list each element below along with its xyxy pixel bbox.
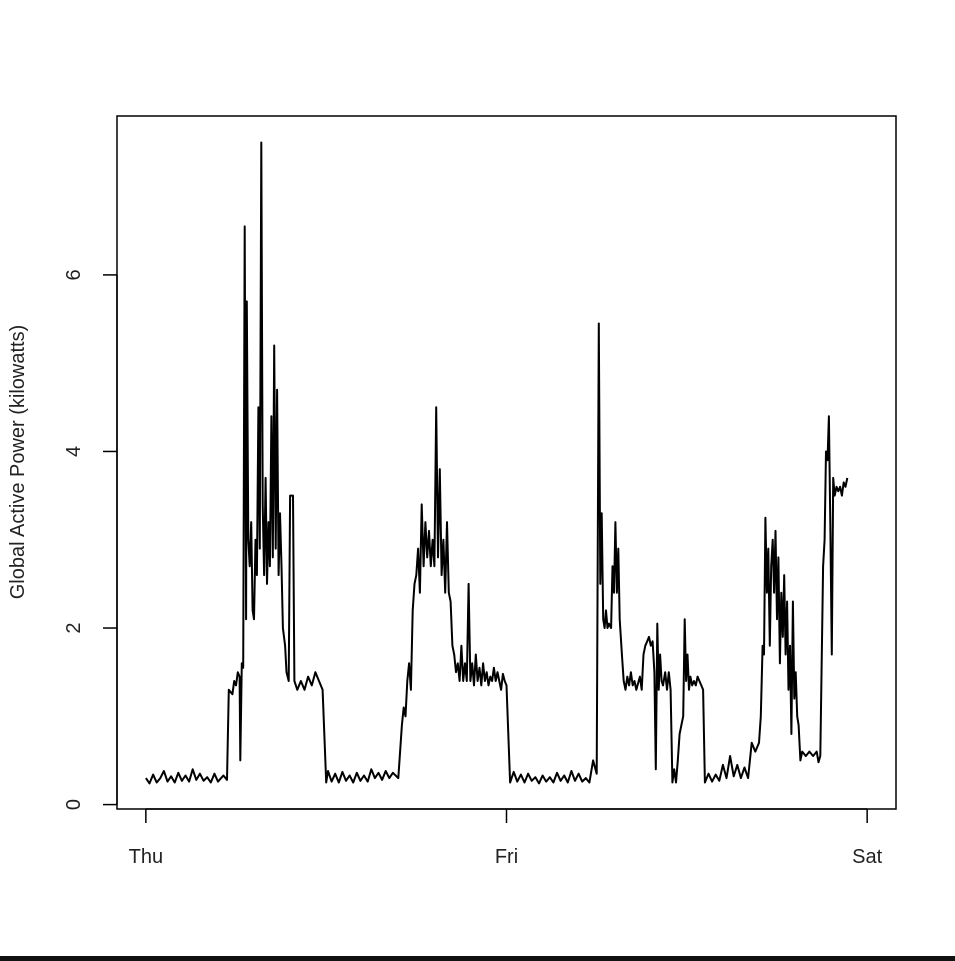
- y-tick-label-3: 6: [63, 269, 85, 280]
- x-tick-label-2: Sat: [852, 846, 882, 868]
- y-axis-title: Global Active Power (kilowatts): [7, 325, 29, 600]
- y-tick-label-1: 2: [63, 622, 85, 633]
- y-tick-label-2: 4: [63, 446, 85, 457]
- x-tick-label-1: Fri: [495, 846, 518, 868]
- series-line: [145, 141, 849, 785]
- x-tick-label-0: Thu: [129, 846, 163, 868]
- y-axis: 0 2 4 6: [63, 269, 118, 810]
- x-axis: Thu Fri Sat: [129, 808, 883, 868]
- bottom-rule: [0, 956, 955, 961]
- y-tick-label-0: 0: [63, 799, 85, 810]
